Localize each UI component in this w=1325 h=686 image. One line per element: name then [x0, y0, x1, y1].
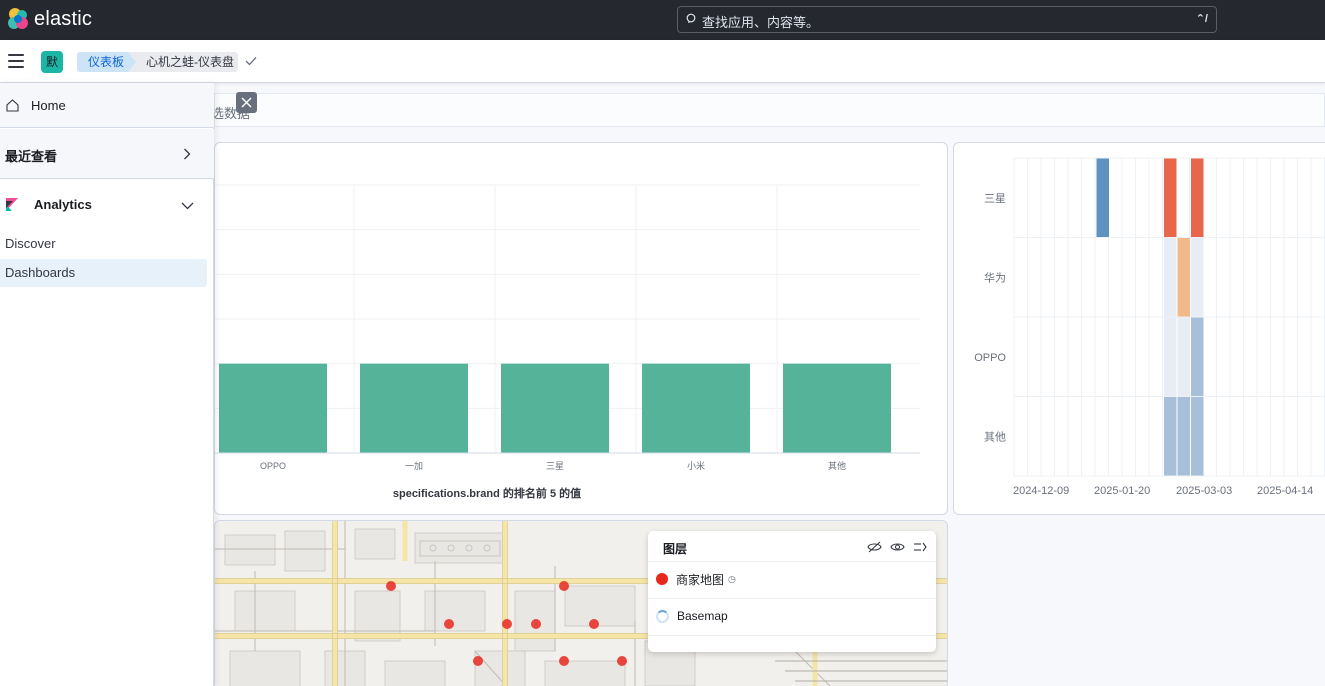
filter-bar[interactable]: 选数据 — [211, 93, 1325, 127]
global-search-input[interactable]: 查找应用、内容等。 ⌃/ — [677, 6, 1217, 33]
heat-cell[interactable] — [1191, 158, 1204, 238]
heat-cell[interactable] — [1191, 397, 1204, 476]
heat-cell[interactable] — [1191, 317, 1204, 397]
bar-x-axis-title: specifications.brand 的排名前 5 的值 — [393, 486, 581, 500]
heatmap-panel[interactable]: 三星华为 OPPO 其他 2024-12-09 2025-01-20 2025-03-03… — [953, 142, 1325, 515]
breadcrumb-current: 心机之蛙-仪表盘 — [128, 52, 238, 72]
bar-1[interactable] — [219, 363, 327, 453]
chevron-down-icon — [181, 202, 194, 210]
bar-2[interactable] — [360, 363, 468, 453]
bar-5[interactable] — [783, 363, 891, 453]
nav-analytics-section[interactable]: Analytics — [0, 180, 214, 230]
layer-row-merchants[interactable]: 商家地图 ◷ — [656, 569, 736, 589]
layer-color-swatch — [656, 573, 668, 585]
bar-x-tick: 其他 — [828, 460, 846, 471]
collapse-layers-icon[interactable] — [913, 540, 928, 554]
hide-all-layers-icon[interactable] — [867, 540, 882, 554]
breadcrumb-dashboards[interactable]: 仪表板 — [77, 52, 138, 72]
home-icon — [6, 99, 19, 112]
heat-cell[interactable] — [1164, 317, 1177, 397]
show-all-layers-icon[interactable] — [890, 540, 905, 554]
heat-cell[interactable] — [1191, 238, 1204, 317]
heat-y-tick: 华为 — [984, 270, 1006, 284]
elastic-logo-icon[interactable] — [6, 7, 30, 31]
nav-link-dashboards[interactable]: Dashboards — [0, 259, 207, 287]
space-avatar[interactable]: 默 — [41, 51, 63, 73]
bar-x-tick: OPPO — [260, 461, 286, 471]
bar-x-tick: 小米 — [687, 460, 705, 471]
bar-4[interactable] — [642, 363, 750, 453]
heat-x-tick: 2024-12-09 — [1013, 485, 1069, 497]
layer-name: Basemap — [677, 609, 728, 623]
heat-cell[interactable] — [1177, 238, 1191, 317]
heat-cell[interactable] — [1164, 397, 1177, 476]
nav-analytics-label: Analytics — [34, 197, 92, 212]
layer-name: 商家地图 — [676, 572, 725, 587]
heat-x-tick: 2025-04-14 — [1257, 485, 1313, 497]
kibana-logo-icon — [6, 198, 18, 211]
nav-link-discover[interactable]: Discover — [5, 236, 56, 251]
bar-x-tick: 三星 — [546, 461, 564, 471]
nav-recent[interactable]: 最近查看 — [0, 129, 214, 179]
nav-home[interactable]: Home — [0, 83, 214, 128]
layers-title: 图层 — [663, 542, 688, 556]
bar-chart-panel[interactable]: OPPO 一加 三星 小米 其他 specifications.brand 的排名前 5 … — [214, 142, 948, 515]
nav-home-label: Home — [31, 98, 66, 113]
sub-header: 默 仪表板 心机之蛙-仪表盘 — [0, 40, 1325, 83]
layer-row-basemap[interactable]: Basemap — [656, 606, 728, 626]
heat-x-tick: 2025-03-03 — [1176, 485, 1232, 497]
heat-x-tick: 2025-01-20 — [1094, 485, 1150, 497]
bar-x-tick: 一加 — [405, 461, 423, 471]
map-layers-panel: 图层 商家地图 ◷ Basemap — [648, 531, 936, 652]
clock-icon: ◷ — [728, 573, 736, 584]
menu-toggle-icon[interactable] — [8, 54, 24, 68]
bar-3[interactable] — [501, 363, 609, 453]
search-icon — [686, 13, 696, 24]
bar-chart: OPPO 一加 三星 小米 其他 specifications.brand 的排名前 5 … — [215, 184, 920, 500]
check-icon[interactable] — [245, 56, 257, 66]
heat-cell[interactable] — [1164, 238, 1177, 317]
nav-drawer: Home 最近查看 Analytics Discover Dashboards — [0, 83, 214, 686]
close-nav-button[interactable] — [236, 92, 257, 113]
heat-cell[interactable] — [1164, 158, 1177, 238]
search-shortcut: ⌃/ — [1195, 13, 1208, 25]
heat-cell[interactable] — [1177, 397, 1191, 476]
close-icon — [241, 97, 252, 108]
heat-cell[interactable] — [1096, 158, 1110, 238]
heat-y-tick: OPPO — [974, 352, 1006, 364]
heat-cell[interactable] — [1177, 317, 1191, 397]
brand-name[interactable]: elastic — [34, 8, 93, 30]
heat-y-tick: 其他 — [984, 430, 1006, 443]
chevron-right-icon — [184, 148, 191, 160]
search-placeholder: 查找应用、内容等。 — [702, 15, 820, 30]
top-header: elastic 查找应用、内容等。 ⌃/ — [0, 0, 1325, 40]
nav-recent-label: 最近查看 — [5, 149, 58, 164]
loading-spinner-icon — [656, 609, 669, 623]
heat-y-tick: 三星 — [984, 192, 1006, 205]
